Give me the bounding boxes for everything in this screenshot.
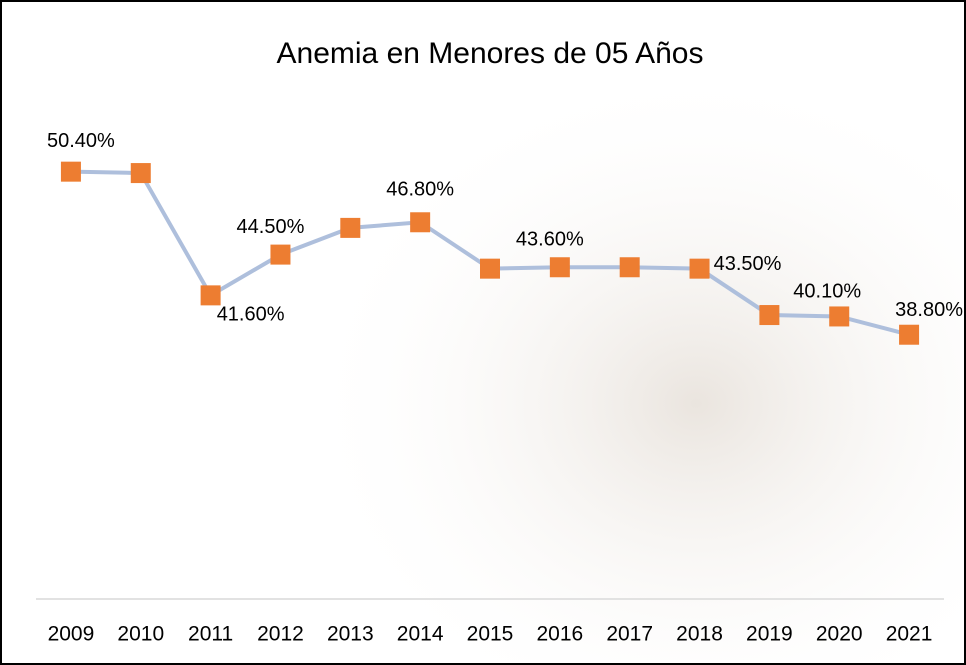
background-photo — [300, 90, 960, 660]
x-tick-label: 2020 — [816, 623, 863, 646]
x-tick-label: 2016 — [536, 623, 583, 646]
data-point — [270, 245, 290, 265]
data-label: 43.50% — [714, 253, 782, 275]
chart: Anemia en Menores de 05 Años 2009 2010 201… — [0, 0, 966, 665]
data-label: 40.10% — [793, 281, 861, 303]
x-tick-label: 2015 — [467, 623, 514, 646]
x-tick-label: 2011 — [188, 623, 233, 646]
x-tick-label: 2021 — [886, 623, 933, 646]
x-tick-label: 2010 — [117, 623, 164, 646]
data-point — [480, 259, 500, 279]
x-tick-label: 2017 — [606, 623, 653, 646]
data-label: 44.50% — [237, 216, 305, 238]
data-point — [620, 257, 640, 277]
x-tick-label: 2018 — [676, 623, 723, 646]
x-tick-label: 2009 — [48, 623, 95, 646]
data-label: 38.80% — [895, 299, 963, 321]
data-point — [61, 162, 81, 182]
x-tick-label: 2012 — [257, 623, 304, 646]
data-point — [340, 218, 360, 238]
chart-title: Anemia en Menores de 05 Años — [277, 37, 704, 70]
x-tick-label: 2013 — [327, 623, 374, 646]
data-point — [201, 285, 221, 305]
x-tick-label: 2019 — [746, 623, 793, 646]
data-point — [131, 163, 151, 183]
data-label: 43.60% — [516, 229, 584, 251]
data-point — [759, 305, 779, 325]
data-label: 50.40% — [47, 130, 115, 152]
data-label: 46.80% — [386, 179, 454, 201]
page: Anemia en Menores de 05 Años 2009 2010 201… — [0, 0, 966, 665]
data-label: 41.60% — [217, 304, 285, 326]
data-point — [829, 306, 849, 326]
data-point — [690, 259, 710, 279]
data-point — [550, 257, 570, 277]
data-point — [410, 212, 430, 232]
data-point — [899, 325, 919, 345]
x-tick-label: 2014 — [397, 623, 444, 646]
